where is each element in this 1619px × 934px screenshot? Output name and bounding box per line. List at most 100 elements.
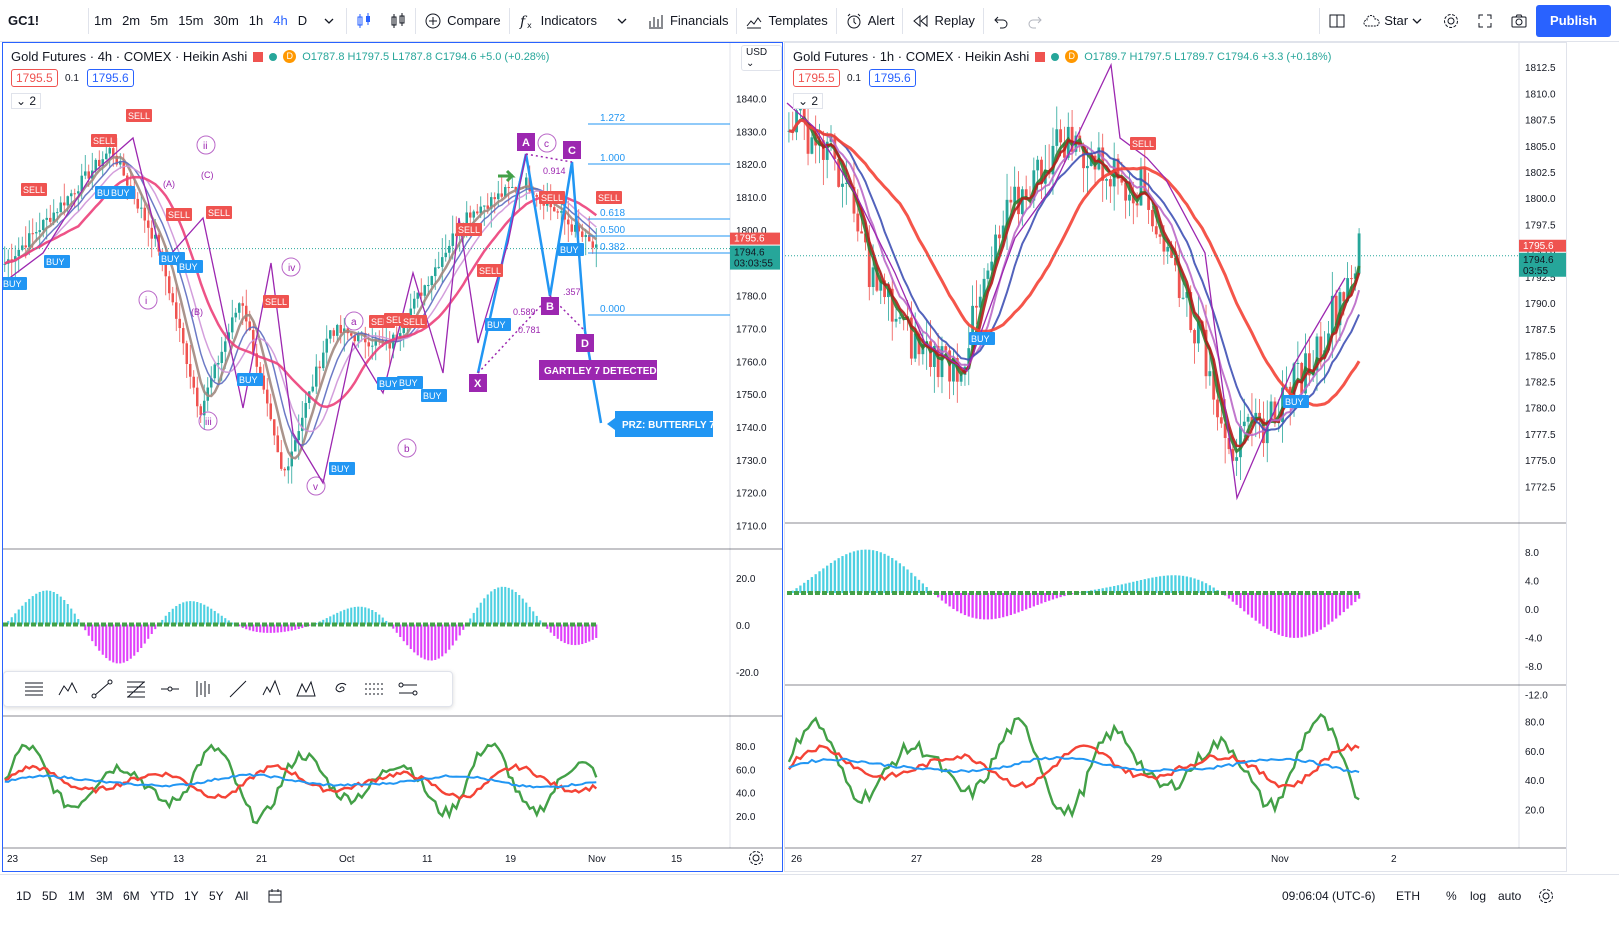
range-ytd[interactable]: YTD (150, 889, 174, 903)
templates-button[interactable]: Templates (737, 0, 835, 41)
settings-button[interactable] (1434, 0, 1468, 41)
candle-body (1212, 371, 1216, 400)
ohlc-low: L1787.8 (392, 50, 432, 63)
snapshot-button[interactable] (1502, 0, 1536, 41)
candle-body (1051, 145, 1055, 175)
save-layout-button[interactable]: Star (1354, 0, 1434, 41)
wave-label-circle (397, 438, 417, 458)
sell-signal-box (401, 315, 427, 328)
left-chart-settings[interactable] (747, 849, 765, 870)
interval-1m[interactable]: 1m (94, 13, 113, 28)
candle-body (143, 207, 146, 221)
candle-body (1353, 273, 1357, 279)
elliott-wave-icon[interactable] (260, 677, 284, 701)
ray-icon[interactable] (226, 677, 250, 701)
candle-body (374, 339, 377, 346)
time-axis-label: 19 (505, 854, 517, 865)
parallel-channel-icon[interactable] (396, 677, 420, 701)
candle-body (119, 161, 122, 165)
sell-price-button[interactable]: 1795.5 (11, 69, 58, 87)
interval-5m[interactable]: 5m (150, 13, 169, 28)
abcd-pattern-icon[interactable] (56, 677, 80, 701)
range-5d[interactable]: 5D (42, 889, 58, 903)
layout-button[interactable] (1320, 0, 1354, 41)
xabcd-pattern-icon[interactable] (294, 677, 318, 701)
buy-price-button[interactable]: 1795.6 (87, 69, 134, 87)
right-chart-title[interactable]: Gold Futures · 1h · COMEX · Heikin Ashi (793, 49, 1030, 64)
financials-button[interactable]: Financials (639, 0, 737, 41)
left-chart-pane[interactable]: 1840.01830.01820.01810.01800.01790.01780… (2, 42, 783, 872)
range-3m[interactable]: 3M (96, 889, 113, 903)
interval-1h[interactable]: 1h (248, 13, 264, 28)
candle-body (504, 187, 507, 197)
candle-body (1189, 292, 1193, 331)
buy-signal-box (377, 377, 403, 390)
calendar-icon (268, 889, 282, 903)
candle-body (990, 261, 994, 271)
interval-2m[interactable]: 2m (122, 13, 141, 28)
trend-line-icon[interactable] (90, 677, 114, 701)
indicators-collapse[interactable]: ⌄ 2 (793, 93, 824, 109)
candle-body (269, 403, 272, 420)
candle-body (479, 206, 482, 214)
range-6m[interactable]: 6M (123, 889, 140, 903)
goto-date-button[interactable] (266, 887, 284, 908)
buy-signal-box (3, 277, 27, 290)
heikin-ashi-icon (391, 12, 405, 28)
fullscreen-button[interactable] (1468, 0, 1502, 41)
candle-body (294, 440, 297, 452)
interval-d[interactable]: D (297, 13, 308, 28)
left-chart-title[interactable]: Gold Futures · 4h · COMEX · Heikin Ashi (11, 49, 248, 64)
chart-settings-button[interactable] (1537, 887, 1555, 908)
log-scale-toggle[interactable]: log (1470, 889, 1487, 903)
sell-price-button[interactable]: 1795.5 (793, 69, 840, 87)
candle-body (252, 330, 255, 354)
buy-signal-box (109, 186, 135, 199)
candle-body (381, 340, 384, 342)
divider (835, 7, 837, 34)
indicators-dropdown[interactable] (605, 0, 639, 41)
alert-button[interactable]: Alert (837, 0, 903, 41)
candle-body (304, 402, 307, 418)
currency-select[interactable]: USD ⌄ (741, 45, 782, 71)
sell-signal-box (206, 206, 232, 219)
undo-button[interactable] (984, 0, 1018, 41)
buy-price-button[interactable]: 1795.6 (869, 69, 916, 87)
percent-scale-toggle[interactable]: % (1446, 889, 1457, 903)
compare-button[interactable]: Compare (416, 0, 508, 41)
clock-display[interactable]: 09:06:04 (UTC-6) (1282, 889, 1376, 903)
buy-signal-box (969, 332, 995, 345)
replay-button[interactable]: Replay (903, 0, 982, 41)
publish-button[interactable]: Publish (1536, 4, 1611, 37)
interval-15m[interactable]: 15m (178, 13, 204, 28)
right-chart-pane[interactable]: 1812.5 1810.0 1807.5 1805.0 1802.5 1800.0 1797… (784, 42, 1567, 872)
horizontal-lines-icon[interactable] (22, 677, 46, 701)
interval-dropdown[interactable] (312, 0, 346, 41)
range-all[interactable]: All (235, 889, 249, 903)
bars-pattern-icon[interactable] (192, 677, 216, 701)
chart-type-button[interactable] (381, 0, 415, 41)
symbol-search[interactable]: GC1! (8, 13, 40, 28)
auto-scale-toggle[interactable]: auto (1498, 889, 1522, 903)
right-chart-canvas[interactable]: 1812.5 1810.0 1807.5 1805.0 1802.5 1800.0 1797… (785, 43, 1566, 871)
candle-body (1013, 186, 1017, 203)
range-1m[interactable]: 1M (68, 889, 85, 903)
fib-retracement-icon[interactable] (124, 677, 148, 701)
bar-style-button[interactable] (347, 0, 381, 41)
indicators-collapse[interactable]: ⌄ 2 (11, 93, 42, 109)
range-5y[interactable]: 5Y (209, 889, 224, 903)
candle-body (192, 376, 195, 388)
fib-spiral-icon[interactable] (328, 677, 352, 701)
left-chart-canvas[interactable]: 1840.01830.01820.01810.01800.01790.01780… (3, 43, 782, 871)
horizontal-ray-icon[interactable] (158, 677, 182, 701)
candle-body (1219, 417, 1223, 424)
session-button[interactable]: ETH (1396, 889, 1420, 903)
channel-icon[interactable] (362, 677, 386, 701)
range-1d[interactable]: 1D (16, 889, 32, 903)
range-1y[interactable]: 1Y (184, 889, 199, 903)
redo-button[interactable] (1018, 0, 1052, 41)
interval-4h[interactable]: 4h (273, 13, 288, 28)
interval-30m[interactable]: 30m (213, 13, 239, 28)
candle-body (483, 205, 486, 207)
